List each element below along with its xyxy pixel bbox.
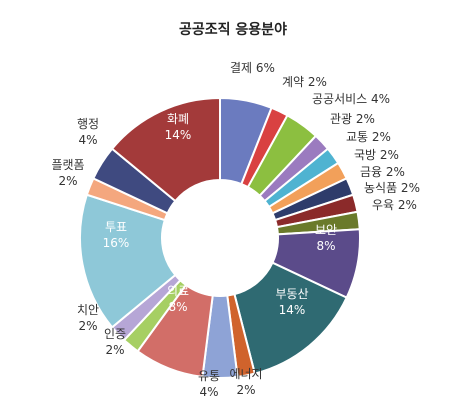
slice-label-7: 금융 2% bbox=[360, 165, 405, 179]
slice-value-10: 8% bbox=[316, 239, 335, 253]
slice-value-13: 4% bbox=[199, 385, 218, 399]
slice-label-3: 공공서비스 4% bbox=[312, 92, 390, 106]
slice-label-4: 관광 2% bbox=[330, 112, 375, 126]
slice-value-14: 8% bbox=[168, 300, 187, 314]
slices-group bbox=[79, 96, 361, 379]
slice-label-9: 우육 2% bbox=[372, 198, 417, 212]
slice-value-19: 4% bbox=[78, 133, 97, 147]
slice-17 bbox=[79, 193, 177, 329]
slice-label-5: 교통 2% bbox=[346, 130, 391, 144]
slice-value-15: 2% bbox=[105, 343, 124, 357]
slice-label-10: 보안 bbox=[315, 223, 337, 237]
slice-value-20: 14% bbox=[165, 128, 192, 142]
slice-label-19: 행정 bbox=[77, 116, 99, 131]
slice-label-2: 계약 2% bbox=[282, 74, 327, 89]
slice-label-15: 인증 bbox=[104, 327, 126, 341]
slice-label-18: 플랫폼 bbox=[51, 158, 84, 172]
slice-20 bbox=[110, 96, 221, 203]
slice-label-11: 부동산 bbox=[275, 287, 308, 301]
slice-value-18: 2% bbox=[58, 174, 77, 188]
slice-value-11: 14% bbox=[279, 303, 306, 317]
slice-value-16: 2% bbox=[78, 319, 97, 333]
slice-label-17: 투표 bbox=[105, 220, 127, 234]
slice-label-8: 농식품 2% bbox=[364, 181, 420, 195]
slice-label-1: 결제 6% bbox=[230, 61, 275, 75]
slice-label-16: 치안 bbox=[77, 303, 99, 317]
slice-label-14: 의료 bbox=[167, 284, 189, 298]
slice-label-6: 국방 2% bbox=[354, 148, 399, 162]
slice-label-13: 유통 bbox=[198, 369, 220, 383]
chart-title: 공공조직 응용분야 bbox=[179, 21, 287, 38]
slice-label-20: 화폐 bbox=[167, 112, 189, 126]
labels-group: 결제 6% 계약 2% 공공서비스 4% 관광 2% 교통 2% 국방 2% 금융 2% 농식… bbox=[51, 61, 420, 399]
slice-value-17: 16% bbox=[103, 236, 130, 250]
slice-value-12: 2% bbox=[236, 383, 255, 397]
slice-label-12: 에너지 bbox=[229, 367, 262, 381]
